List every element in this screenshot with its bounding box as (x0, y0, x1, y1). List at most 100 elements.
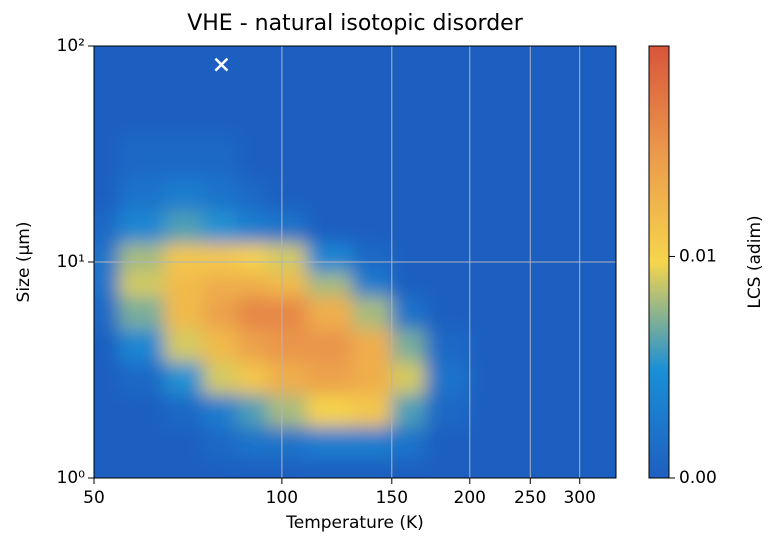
heat-cell (118, 361, 165, 395)
heat-cell (118, 46, 165, 80)
heat-cell (528, 134, 588, 179)
heat-cell (118, 328, 165, 362)
heat-cell (587, 46, 616, 80)
heat-cell (164, 210, 204, 244)
heat-cell (587, 134, 616, 179)
heat-cell (391, 296, 426, 330)
heat-cell (164, 328, 204, 362)
heat-cell (352, 134, 392, 179)
heat-cell (425, 46, 469, 80)
heat-cell (118, 426, 165, 460)
x-tick-label: 100 (266, 488, 298, 508)
heat-cell (237, 328, 269, 362)
heat-cell (203, 134, 238, 179)
heat-cell (468, 458, 529, 478)
heat-cell (587, 210, 616, 244)
heat-cell (391, 458, 426, 478)
heat-cell (468, 426, 529, 460)
heat-cell (587, 78, 616, 136)
heat-cell (425, 78, 469, 136)
heat-cell (528, 296, 588, 330)
heat-cell (528, 46, 588, 80)
heat-cell (118, 134, 165, 179)
y-axis-label: Size (µm) (14, 222, 34, 303)
heat-cell (528, 328, 588, 362)
heat-cell (425, 242, 469, 273)
heat-cell (94, 328, 120, 362)
heat-cell (164, 458, 204, 478)
heat-cell (94, 177, 120, 211)
x-tick-label: 300 (563, 488, 595, 508)
colorbar-tick-label: 0.00 (679, 468, 717, 488)
heat-cell (425, 328, 469, 362)
heat-cell (237, 134, 269, 179)
heat-cell (391, 134, 426, 179)
heat-cell (203, 78, 238, 136)
heat-cell (391, 328, 426, 362)
heat-cell (587, 361, 616, 395)
heat-cell (237, 46, 269, 80)
heat-cell (528, 210, 588, 244)
heatmap (94, 46, 616, 478)
heat-cell (587, 272, 616, 297)
heat-cell (391, 78, 426, 136)
heat-cell (425, 134, 469, 179)
heat-cell (203, 361, 238, 395)
cells (94, 46, 616, 478)
heat-cell (352, 78, 392, 136)
heat-cell (237, 242, 269, 273)
heat-cell (306, 393, 353, 427)
heat-cell (352, 242, 392, 273)
x-tick-label: 150 (376, 488, 408, 508)
heat-cell (164, 177, 204, 211)
heat-cell (306, 46, 353, 80)
heat-cell (391, 393, 426, 427)
heat-cell (267, 328, 308, 362)
heat-cell (267, 242, 308, 273)
heat-cell (391, 426, 426, 460)
heat-cell (118, 78, 165, 136)
heat-cell (203, 272, 238, 297)
heat-cell (352, 210, 392, 244)
heat-cell (352, 426, 392, 460)
heat-cell (352, 328, 392, 362)
heat-cell (306, 328, 353, 362)
heat-cell (468, 242, 529, 273)
heat-cell (468, 393, 529, 427)
heat-cell (267, 210, 308, 244)
heat-cell (267, 361, 308, 395)
heat-cell (425, 272, 469, 297)
heat-cell (391, 210, 426, 244)
heat-cell (203, 328, 238, 362)
heat-cell (94, 272, 120, 297)
heat-cell (528, 177, 588, 211)
heat-cell (164, 46, 204, 80)
heat-cell (164, 134, 204, 179)
chart-title: VHE - natural isotopic disorder (187, 11, 523, 36)
heat-cell (468, 328, 529, 362)
heat-cell (352, 458, 392, 478)
heat-cell (164, 242, 204, 273)
heat-cell (203, 296, 238, 330)
heat-cell (528, 361, 588, 395)
heat-cell (267, 296, 308, 330)
heat-cell (237, 296, 269, 330)
heat-cell (118, 177, 165, 211)
heat-cell (94, 393, 120, 427)
heat-cell (528, 272, 588, 297)
heat-cell (94, 134, 120, 179)
heat-cell (237, 177, 269, 211)
heat-cell (164, 296, 204, 330)
heat-cell (352, 46, 392, 80)
heat-cell (203, 177, 238, 211)
heat-cell (306, 458, 353, 478)
heat-cell (306, 426, 353, 460)
heat-cell (425, 177, 469, 211)
heat-cell (468, 296, 529, 330)
heat-cell (391, 242, 426, 273)
heat-cell (94, 426, 120, 460)
heat-cell (203, 210, 238, 244)
heat-cell (391, 46, 426, 80)
heat-cell (587, 426, 616, 460)
heat-cell (118, 458, 165, 478)
